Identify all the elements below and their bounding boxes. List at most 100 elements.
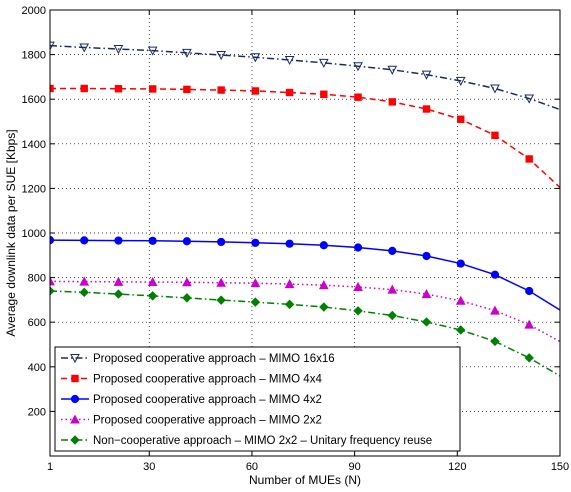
series-5-point: [250, 297, 261, 307]
series-2-point: [217, 86, 225, 94]
series-5-point: [524, 353, 534, 363]
series-4-point: [387, 284, 398, 294]
series-1-point: [147, 46, 158, 56]
y-tick-label: 600: [28, 317, 46, 329]
series-4-point: [250, 278, 261, 288]
series-5-point: [421, 317, 432, 327]
series-1-point: [353, 62, 363, 72]
series-3: [50, 236, 560, 311]
series-3-point: [182, 237, 192, 246]
series-3-line: [50, 239, 560, 311]
x-tick-label: 120: [448, 461, 466, 473]
x-tick-label: 60: [246, 461, 258, 473]
series-1-point: [455, 76, 466, 86]
y-tick-label: 800: [28, 273, 46, 285]
series-5-point: [319, 302, 329, 312]
series-5-point: [182, 293, 192, 303]
y-axis-label: Average downlink data per SUE [Kbps]: [4, 129, 18, 336]
series-1-point: [318, 58, 329, 68]
x-axis-label: Number of MUEs (N): [249, 473, 361, 487]
series-4-point: [353, 281, 363, 291]
series-2: [50, 84, 560, 189]
series-5-point: [387, 310, 397, 321]
series-1-point: [490, 84, 500, 94]
legend-entry-label: Non−cooperative approach – MIMO 2x2 – Un…: [93, 435, 432, 447]
series-3-point: [114, 236, 123, 245]
series-1-line: [50, 44, 560, 111]
series-4-point: [490, 305, 500, 315]
x-tick-label: 150: [551, 461, 569, 473]
y-tick-label: 1200: [22, 183, 46, 195]
series-4-point: [50, 276, 55, 286]
series-5-point: [353, 306, 363, 316]
series-2-point: [491, 131, 499, 140]
series-3-point: [80, 236, 89, 245]
series-1-point: [387, 65, 398, 75]
series-2-point: [354, 93, 362, 101]
series-4-point: [318, 280, 329, 290]
legend-entry-label: Proposed cooperative approach – MIMO 4x2: [93, 394, 322, 406]
y-tick-label: 1800: [22, 50, 46, 62]
series-1-point: [113, 45, 124, 55]
x-tick-label: 30: [143, 461, 155, 473]
legend-swatch-marker: [71, 374, 79, 383]
series-4-point: [455, 295, 466, 305]
legend-box: [54, 346, 461, 452]
series-2-point: [148, 85, 157, 93]
series-1-point: [524, 94, 535, 104]
series-2-point: [114, 85, 123, 93]
series-2-point: [285, 88, 294, 97]
legend-entry-label: Proposed cooperative approach – MIMO 16x…: [93, 353, 335, 365]
series-group: [50, 41, 560, 377]
legend-swatch-marker: [70, 394, 80, 404]
series-1-point: [216, 51, 226, 61]
series-1: [50, 41, 560, 111]
series-1-point: [79, 43, 90, 53]
series-4-point: [182, 277, 192, 287]
series-5-line: [50, 290, 560, 377]
series-4-line: [50, 280, 560, 343]
legend-swatch-marker: [70, 435, 80, 445]
series-1-point: [50, 41, 55, 51]
series-3-point: [456, 259, 465, 268]
series-4: [50, 276, 560, 343]
series-1-point: [182, 48, 192, 58]
series-2-point: [320, 90, 328, 98]
series-3-point: [388, 246, 397, 255]
axis-ticks: 1 30 60 90 120 150 200 400 600 800 1000 1200 1400 160…: [22, 5, 570, 473]
series-3-point: [251, 238, 260, 247]
series-4-point: [284, 279, 295, 289]
series-4-point: [113, 276, 124, 286]
series-3-point: [148, 236, 157, 245]
series-5: [50, 286, 560, 377]
y-tick-label: 2000: [22, 5, 46, 17]
y-tick-label: 1000: [22, 228, 46, 240]
series-3-point: [285, 239, 294, 248]
series-5-point: [50, 286, 55, 296]
x-tick-label: 90: [349, 461, 361, 473]
series-2-point: [50, 84, 54, 93]
legend-entry-label: Proposed cooperative approach – MIMO 2x2: [93, 415, 322, 427]
series-3-point: [422, 251, 431, 261]
legend-swatch-marker: [70, 354, 80, 364]
series-5-point: [216, 295, 226, 305]
legend-entry-label: Proposed cooperative approach – MIMO 4x4: [93, 374, 322, 386]
series-5-point: [79, 287, 89, 298]
series-5-point: [490, 336, 500, 347]
y-tick-label: 400: [28, 362, 46, 374]
series-3-point: [353, 243, 363, 252]
series-2-point: [80, 84, 88, 93]
series-2-point: [251, 87, 260, 95]
y-tick-label: 200: [28, 406, 46, 418]
series-2-point: [388, 98, 396, 106]
series-1-point: [421, 70, 432, 80]
series-4-point: [216, 277, 226, 287]
y-tick-label: 1600: [22, 94, 46, 106]
series-2-line: [50, 87, 560, 189]
series-5-point: [456, 325, 466, 335]
series-2-point: [422, 105, 431, 113]
series-3-point: [319, 241, 328, 250]
legend: Proposed cooperative approach – MIMO 16x…: [54, 346, 461, 452]
